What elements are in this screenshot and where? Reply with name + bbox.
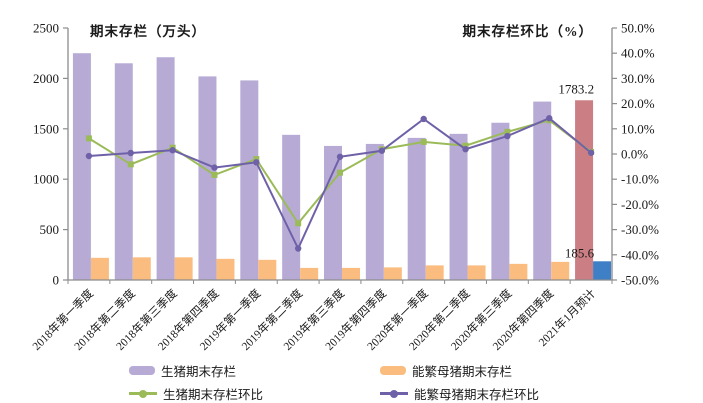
marker-sow-qoq-12 [587,149,595,156]
legend-label: 生猪期末存栏 [161,365,237,379]
left-axis-tick-label: 2000 [33,71,59,86]
right-axis-tick-label: 10.0% [621,121,655,136]
bar-pig-inventory-6 [324,145,342,280]
bar-pig-inventory-12 [575,100,594,280]
legend-label: 能繁母猪期末存栏 [412,365,513,379]
marker-sow-qoq-11 [546,115,553,122]
chart-legend: 生猪期末存栏 能繁母猪期末存栏 生猪期末存栏环比 能繁母猪期末存栏环比 [0,355,703,403]
bar-pig-inventory-1 [114,63,133,280]
left-axis-title: 期末存栏（万头） [90,24,206,39]
bar-sow-inventory-5 [300,267,319,280]
right-axis-tick-label: -10.0% [621,172,659,187]
bar-sow-inventory-2 [174,257,193,280]
marker-pig-qoq-3 [211,171,218,178]
marker-sow-qoq-9 [462,146,469,153]
bar-pig-inventory-5 [282,134,301,280]
legend-item-pig-inventory: 生猪期末存栏 [129,361,236,380]
sow-bar-swatch-icon [380,366,406,375]
bar-sow-inventory-9 [467,265,486,280]
marker-pig-qoq-5 [295,220,302,227]
marker-sow-qoq-10 [504,132,511,140]
marker-sow-qoq-2 [169,147,176,154]
legend-label: 生猪期末存栏环比 [163,388,264,402]
bar-sow-inventory-7 [383,267,402,280]
left-axis-tick-label: 2500 [33,21,59,36]
marker-pig-qoq-10 [504,128,511,135]
legend-label: 能繁母猪期末存栏环比 [414,388,540,402]
right-axis-tick-label: -20.0% [621,197,659,212]
marker-pig-qoq-4 [253,156,260,163]
bar-pig-inventory-0 [72,53,91,281]
bar-sow-inventory-10 [509,263,528,280]
bar-sow-inventory-8 [425,265,444,280]
pig-line-swatch-icon [129,389,157,398]
bar-pig-inventory-2 [156,57,175,281]
legend-item-sow-qoq: 能繁母猪期末存栏环比 [380,384,539,403]
left-axis-tick-label: 0 [53,273,60,288]
right-axis-tick-label: -50.0% [621,273,659,288]
bar-sow-inventory-3 [216,258,235,280]
right-axis-title: 期末存栏环比（%） [462,24,593,39]
marker-sow-qoq-0 [85,152,93,160]
marker-sow-qoq-7 [378,147,386,154]
bar-pig-inventory-8 [407,137,426,280]
sow-line-swatch-icon [380,389,408,398]
marker-sow-qoq-4 [253,159,260,166]
bar-sow-inventory-0 [90,257,109,280]
forecast-value-label: 1783.2 [558,81,594,96]
legend-item-pig-qoq: 生猪期末存栏环比 [129,384,263,403]
right-axis-tick-label: 50.0% [621,21,655,36]
right-axis-tick-label: -40.0% [621,247,659,262]
right-axis-tick-label: 0.0% [621,147,648,162]
bar-pig-inventory-9 [449,133,468,280]
bar-pig-inventory-11 [533,101,552,280]
left-axis-tick-label: 500 [40,222,60,237]
marker-pig-qoq-9 [462,142,469,149]
marker-sow-qoq-8 [420,115,427,123]
marker-pig-qoq-0 [85,135,92,142]
pig-bar-swatch-icon [129,366,155,375]
marker-sow-qoq-5 [294,245,302,252]
forecast-value-label: 185.6 [565,245,595,260]
bar-sow-inventory-11 [551,261,570,280]
bar-sow-inventory-12 [593,261,612,280]
bar-sow-inventory-1 [132,257,151,280]
marker-sow-qoq-1 [127,149,134,157]
marker-sow-qoq-6 [336,153,344,160]
marker-pig-qoq-8 [420,138,427,145]
right-axis-tick-label: 20.0% [621,96,655,111]
bar-pig-inventory-3 [198,76,217,280]
left-axis-tick-label: 1000 [33,172,59,187]
marker-pig-qoq-6 [337,169,343,176]
marker-sow-qoq-3 [211,164,218,171]
right-axis-tick-label: -30.0% [621,222,659,237]
bar-sow-inventory-6 [342,267,360,280]
bar-pig-inventory-4 [240,80,259,280]
marker-pig-qoq-1 [127,161,134,168]
left-axis-tick-label: 1500 [33,121,59,136]
right-axis-tick-label: 30.0% [621,71,655,86]
bar-pig-inventory-10 [491,122,510,280]
bar-pig-inventory-7 [365,143,384,280]
right-axis-tick-label: 40.0% [621,46,655,61]
legend-item-sow-inventory: 能繁母猪期末存栏 [380,361,512,380]
bar-sow-inventory-4 [258,259,277,280]
